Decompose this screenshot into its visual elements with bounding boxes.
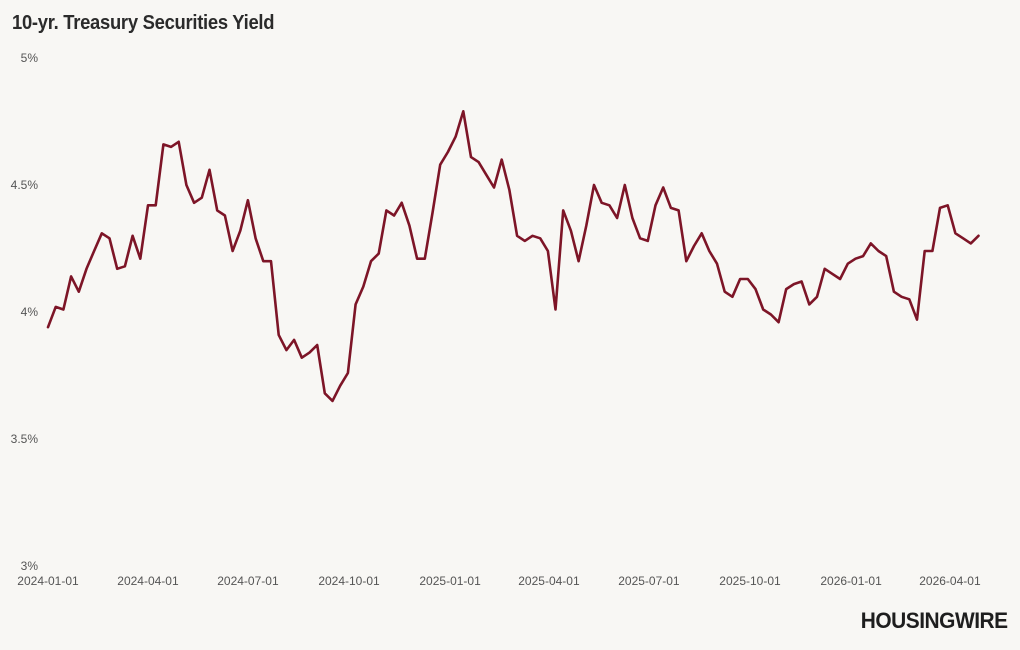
y-tick-label: 5% [21, 51, 39, 65]
x-tick-label: 2025-10-01 [719, 574, 781, 588]
x-tick-label: 2024-10-01 [318, 574, 380, 588]
y-tick-label: 3.5% [11, 432, 39, 446]
x-tick-label: 2026-01-01 [820, 574, 882, 588]
y-tick-label: 3% [21, 559, 39, 573]
x-tick-label: 2026-04-01 [919, 574, 981, 588]
y-tick-label: 4% [21, 305, 39, 319]
x-tick-label: 2024-01-01 [17, 574, 79, 588]
y-tick-label: 4.5% [11, 178, 39, 192]
series-line [46, 110, 980, 403]
x-axis: 2024-01-01 2024-04-01 2024-07-01 2024-10-01… [17, 574, 981, 588]
x-tick-label: 2024-07-01 [217, 574, 279, 588]
x-tick-label: 2025-07-01 [618, 574, 680, 588]
x-tick-label: 2024-04-01 [117, 574, 179, 588]
chart-title: 10-yr. Treasury Securities Yield [12, 12, 275, 34]
housingwire-logo: HOUSINGWIRE [861, 608, 1008, 633]
x-tick-label: 2025-01-01 [419, 574, 481, 588]
y-axis: 3% 3.5% 4% 4.5% 5% [11, 51, 39, 573]
x-tick-label: 2025-04-01 [518, 574, 580, 588]
